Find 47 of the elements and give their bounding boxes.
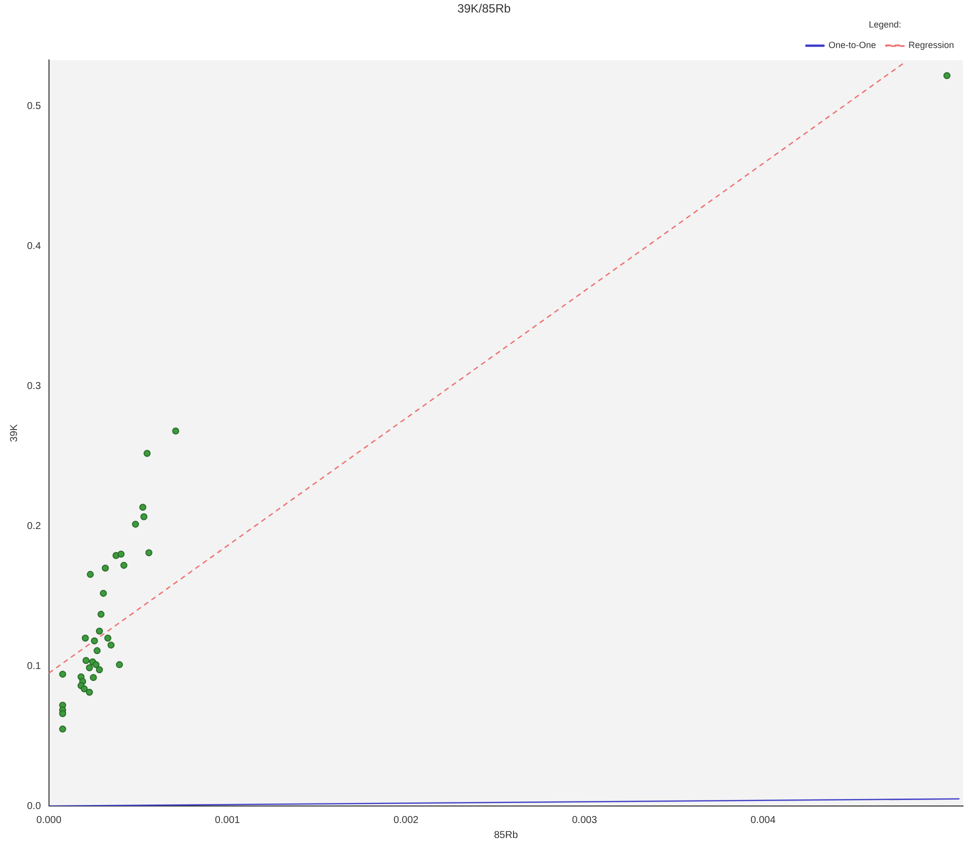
point bbox=[96, 666, 103, 674]
point bbox=[59, 726, 66, 733]
point bbox=[80, 685, 88, 692]
legend-label: Regression bbox=[908, 40, 954, 50]
y-tick-label: 0.3 bbox=[26, 380, 42, 392]
point bbox=[100, 590, 107, 597]
point bbox=[90, 674, 97, 682]
point bbox=[118, 550, 125, 558]
point bbox=[59, 710, 66, 718]
y-tick-label: 0.5 bbox=[26, 101, 42, 112]
y-axis-title: 39K bbox=[8, 424, 20, 442]
point bbox=[94, 647, 101, 654]
point bbox=[132, 520, 139, 528]
point bbox=[92, 661, 100, 668]
x-axis-title: 85Rb bbox=[494, 830, 518, 841]
x-tick-label: 0.001 bbox=[214, 814, 240, 826]
point bbox=[145, 549, 152, 556]
point bbox=[120, 562, 128, 569]
point bbox=[82, 656, 90, 664]
x-tick-label: 0.002 bbox=[393, 814, 419, 826]
point bbox=[943, 72, 950, 80]
point bbox=[82, 634, 89, 642]
point bbox=[140, 513, 148, 520]
legend-label: One-to-One bbox=[828, 40, 876, 50]
point bbox=[59, 670, 66, 678]
point bbox=[108, 642, 115, 649]
y-tick-label: 0.1 bbox=[26, 660, 42, 672]
chart-title: 39K/85Rb bbox=[457, 2, 512, 16]
point bbox=[102, 564, 109, 572]
y-tick-label: 0.4 bbox=[26, 241, 42, 252]
point bbox=[104, 634, 112, 642]
x-tick-label: 0.003 bbox=[572, 814, 598, 826]
point bbox=[90, 637, 98, 644]
point bbox=[96, 628, 103, 635]
point bbox=[172, 428, 180, 434]
point bbox=[98, 610, 105, 618]
point bbox=[86, 688, 93, 696]
y-tick-label: 0.0 bbox=[26, 800, 42, 812]
x-tick-label: 0.000 bbox=[36, 814, 62, 826]
point bbox=[144, 450, 151, 457]
point bbox=[139, 504, 146, 511]
legend-title: Legend: bbox=[868, 19, 902, 30]
point bbox=[116, 661, 123, 668]
point bbox=[86, 664, 93, 672]
x-tick-label: 0.004 bbox=[750, 814, 776, 826]
point bbox=[86, 570, 94, 578]
y-tick-label: 0.2 bbox=[26, 520, 42, 532]
